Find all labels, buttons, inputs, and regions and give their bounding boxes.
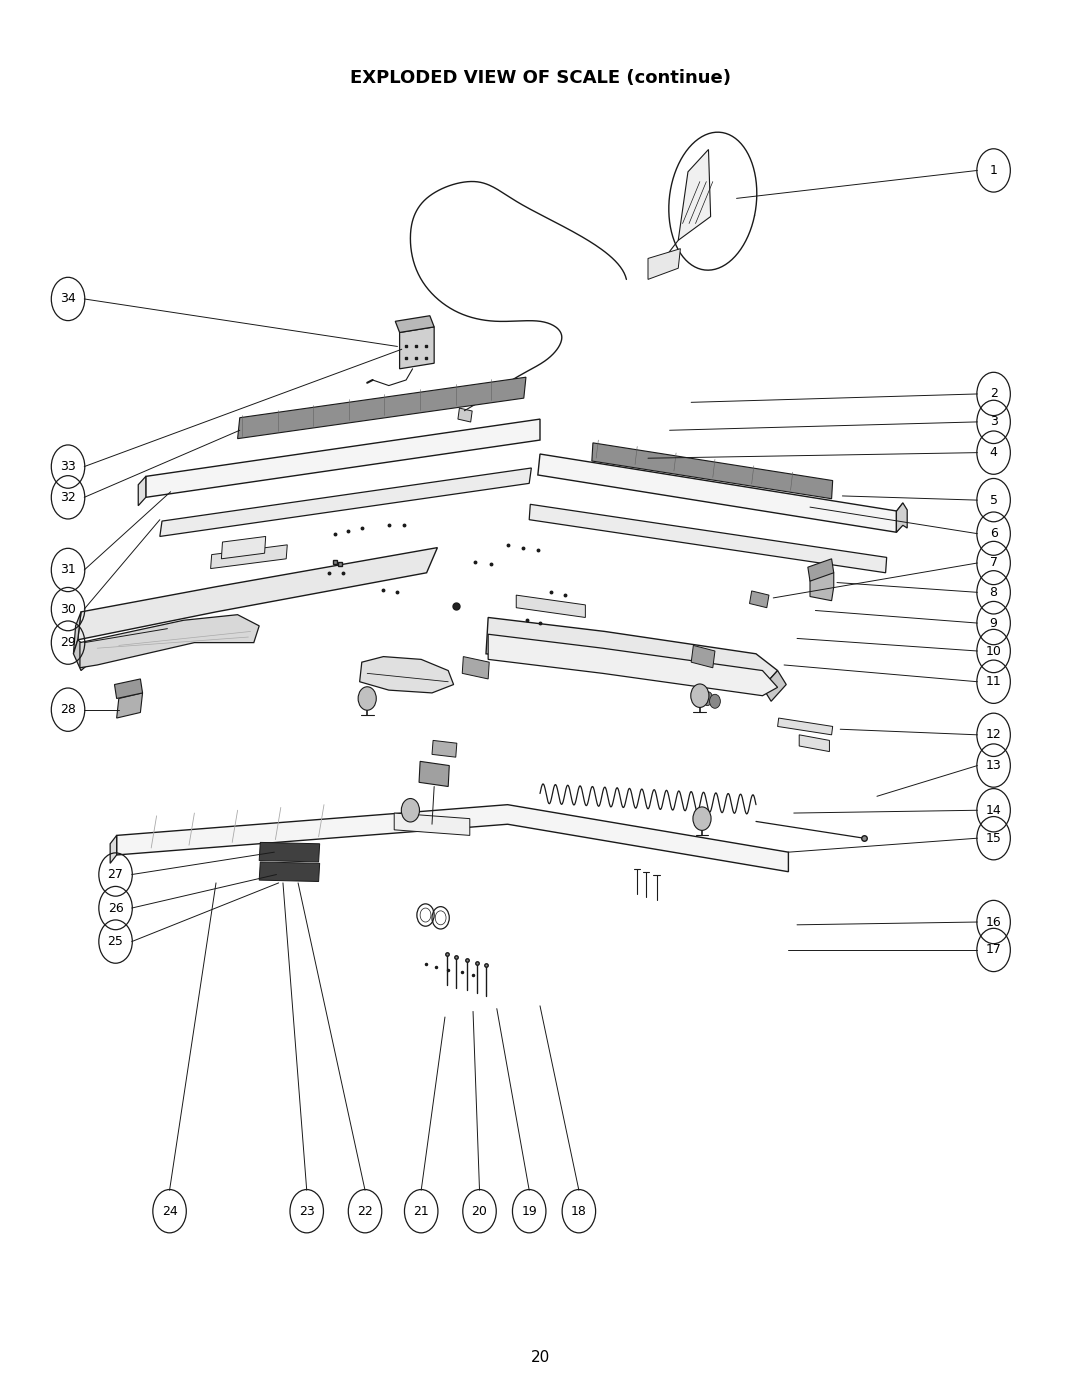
Text: 11: 11 bbox=[986, 675, 1001, 689]
Circle shape bbox=[359, 687, 376, 710]
Text: 3: 3 bbox=[989, 415, 998, 429]
Text: 16: 16 bbox=[986, 915, 1001, 929]
Circle shape bbox=[702, 692, 713, 705]
Text: 32: 32 bbox=[60, 490, 76, 504]
Polygon shape bbox=[486, 617, 778, 687]
Polygon shape bbox=[488, 634, 778, 696]
Text: 24: 24 bbox=[162, 1204, 177, 1218]
Polygon shape bbox=[419, 761, 449, 787]
Polygon shape bbox=[238, 377, 526, 439]
Polygon shape bbox=[114, 679, 143, 698]
Polygon shape bbox=[360, 657, 454, 693]
Polygon shape bbox=[73, 640, 97, 671]
Text: 22: 22 bbox=[357, 1204, 373, 1218]
Polygon shape bbox=[400, 327, 434, 369]
Text: 34: 34 bbox=[60, 292, 76, 306]
Text: 30: 30 bbox=[60, 602, 76, 616]
Polygon shape bbox=[691, 645, 715, 668]
Text: EXPLODED VIEW OF SCALE (continue): EXPLODED VIEW OF SCALE (continue) bbox=[350, 70, 730, 87]
Text: 15: 15 bbox=[986, 831, 1001, 845]
Text: 4: 4 bbox=[989, 446, 998, 460]
Polygon shape bbox=[221, 536, 266, 559]
Polygon shape bbox=[799, 735, 829, 752]
Polygon shape bbox=[394, 813, 470, 835]
Polygon shape bbox=[538, 454, 899, 532]
Text: 17: 17 bbox=[986, 943, 1001, 957]
Text: 18: 18 bbox=[571, 1204, 586, 1218]
Text: 8: 8 bbox=[989, 585, 998, 599]
Polygon shape bbox=[73, 612, 81, 654]
Text: 27: 27 bbox=[108, 868, 123, 882]
Polygon shape bbox=[896, 503, 903, 532]
Bar bbox=[458, 408, 472, 422]
Polygon shape bbox=[259, 862, 320, 882]
Polygon shape bbox=[896, 503, 907, 532]
Text: 20: 20 bbox=[472, 1204, 487, 1218]
Polygon shape bbox=[110, 835, 117, 863]
Text: 33: 33 bbox=[60, 460, 76, 474]
Polygon shape bbox=[529, 504, 887, 573]
Text: 10: 10 bbox=[986, 644, 1001, 658]
Circle shape bbox=[402, 799, 419, 821]
Polygon shape bbox=[762, 671, 786, 701]
Polygon shape bbox=[808, 559, 834, 581]
Polygon shape bbox=[117, 693, 143, 718]
Text: 29: 29 bbox=[60, 636, 76, 650]
Polygon shape bbox=[432, 740, 457, 757]
Text: 25: 25 bbox=[108, 935, 123, 949]
Text: 20: 20 bbox=[530, 1351, 550, 1365]
Polygon shape bbox=[117, 805, 788, 872]
Polygon shape bbox=[516, 595, 585, 617]
Text: 26: 26 bbox=[108, 901, 123, 915]
Text: 12: 12 bbox=[986, 728, 1001, 742]
Polygon shape bbox=[810, 567, 834, 601]
Circle shape bbox=[691, 685, 708, 707]
Text: 13: 13 bbox=[986, 759, 1001, 773]
Circle shape bbox=[710, 694, 720, 708]
Text: 1: 1 bbox=[989, 163, 998, 177]
Circle shape bbox=[693, 807, 711, 830]
Text: 5: 5 bbox=[989, 493, 998, 507]
Text: 6: 6 bbox=[989, 527, 998, 541]
Text: 9: 9 bbox=[989, 616, 998, 630]
Polygon shape bbox=[259, 842, 320, 862]
Text: 19: 19 bbox=[522, 1204, 537, 1218]
Polygon shape bbox=[80, 615, 259, 668]
Polygon shape bbox=[211, 545, 287, 569]
Polygon shape bbox=[778, 718, 833, 735]
Polygon shape bbox=[146, 419, 540, 497]
Text: 28: 28 bbox=[60, 703, 76, 717]
Polygon shape bbox=[648, 249, 680, 279]
Text: 14: 14 bbox=[986, 803, 1001, 817]
Polygon shape bbox=[138, 476, 146, 506]
Text: 7: 7 bbox=[989, 556, 998, 570]
Polygon shape bbox=[160, 468, 531, 536]
Text: 31: 31 bbox=[60, 563, 76, 577]
Polygon shape bbox=[462, 657, 489, 679]
Polygon shape bbox=[592, 443, 833, 499]
Text: 2: 2 bbox=[989, 387, 998, 401]
Polygon shape bbox=[750, 591, 769, 608]
Polygon shape bbox=[678, 149, 711, 240]
Text: 21: 21 bbox=[414, 1204, 429, 1218]
Text: 23: 23 bbox=[299, 1204, 314, 1218]
Polygon shape bbox=[78, 548, 437, 640]
Polygon shape bbox=[395, 316, 434, 332]
